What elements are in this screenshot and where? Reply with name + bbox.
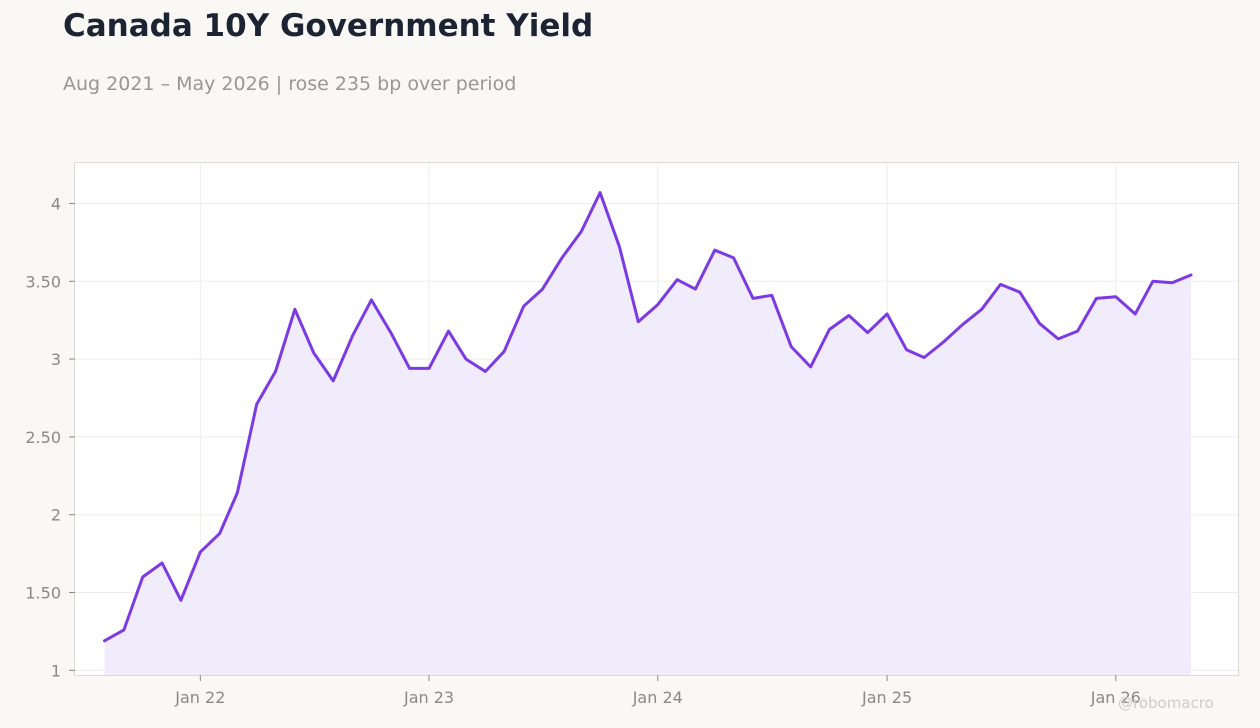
data-point	[427, 366, 432, 371]
data-point	[521, 304, 526, 309]
data-point	[446, 329, 451, 334]
data-point	[846, 313, 851, 318]
data-point	[712, 248, 717, 253]
data-point	[751, 296, 756, 301]
data-point	[292, 307, 297, 312]
y-tick-label: 3.50	[25, 272, 61, 291]
data-point	[941, 340, 946, 345]
data-point	[540, 287, 545, 292]
y-tick-label: 2	[51, 506, 61, 525]
data-point	[559, 255, 564, 260]
data-point	[1037, 321, 1042, 326]
data-point	[1133, 312, 1138, 317]
data-point	[235, 490, 240, 495]
y-tick-label: 1	[51, 661, 61, 680]
data-point	[904, 347, 909, 352]
data-point	[827, 327, 832, 332]
data-point	[198, 550, 203, 555]
data-point	[502, 349, 507, 354]
chart-title: Canada 10Y Government Yield	[63, 8, 594, 44]
data-point	[311, 350, 316, 355]
data-point	[731, 255, 736, 260]
data-point	[1113, 294, 1118, 299]
x-tick-label: Jan 26	[1090, 688, 1141, 707]
y-axis-ticks: 1 1.50 2 2.50 3 3.50 4	[25, 194, 75, 680]
y-tick-label: 3	[51, 350, 61, 369]
data-point	[1075, 329, 1080, 334]
x-tick-label: Jan 22	[174, 688, 225, 707]
data-point	[579, 229, 584, 234]
y-tick-label: 1.50	[25, 584, 61, 603]
data-point	[636, 319, 641, 324]
data-point	[178, 598, 183, 603]
data-point	[865, 330, 870, 335]
data-point	[598, 190, 603, 195]
x-tick-label: Jan 24	[632, 688, 683, 707]
data-point	[1094, 296, 1099, 301]
x-tick-label: Jan 23	[403, 688, 454, 707]
data-point	[369, 297, 374, 302]
data-point	[331, 378, 336, 383]
chart-subtitle: Aug 2021 – May 2026 | rose 235 bp over p…	[63, 73, 517, 95]
data-point	[808, 364, 813, 369]
data-point	[1017, 290, 1022, 295]
data-point	[350, 333, 355, 338]
data-point	[693, 287, 698, 292]
data-point	[1189, 273, 1194, 278]
data-point	[407, 366, 412, 371]
data-point	[998, 282, 1003, 287]
data-point	[922, 355, 927, 360]
x-axis-ticks: Jan 22 Jan 23 Jan 24 Jan 25 Jan 26	[174, 675, 1141, 707]
data-point	[617, 245, 622, 250]
data-point	[464, 357, 469, 362]
data-point	[483, 369, 488, 374]
data-point	[254, 402, 259, 407]
x-tick-label: Jan 25	[861, 688, 912, 707]
y-tick-label: 4	[51, 194, 61, 213]
yield-area-fill	[104, 192, 1191, 675]
data-point	[160, 561, 165, 566]
data-point	[121, 627, 126, 632]
data-point	[655, 302, 660, 307]
data-point	[979, 307, 984, 312]
data-point	[1056, 336, 1061, 341]
data-point	[960, 322, 965, 327]
y-tick-label: 2.50	[25, 428, 61, 447]
watermark: @robomacro	[1118, 694, 1214, 712]
data-point	[1150, 279, 1155, 284]
data-point	[789, 344, 794, 349]
data-point	[273, 369, 278, 374]
yield-line	[103, 191, 1193, 643]
data-point	[885, 312, 890, 317]
data-point	[217, 531, 222, 536]
data-point	[140, 575, 145, 580]
data-point	[102, 638, 107, 643]
data-point	[1170, 280, 1175, 285]
data-point	[769, 293, 774, 298]
data-point	[675, 277, 680, 282]
data-point	[388, 330, 393, 335]
